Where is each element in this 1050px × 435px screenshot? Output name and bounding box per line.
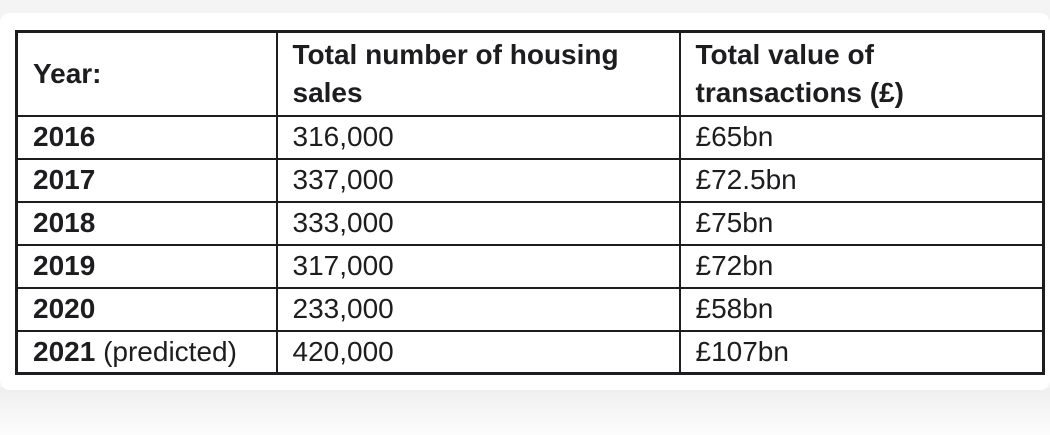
table-row-2016: 2016 316,000 £65bn	[15, 114, 1045, 160]
table-row-2020: 2020 233,000 £58bn	[15, 286, 1045, 332]
value-cell: £75bn	[678, 200, 1045, 246]
value-cell: £65bn	[678, 114, 1045, 160]
table-body: 2016 316,000 £65bn 2017 337,000 £72.5bn …	[15, 114, 1045, 375]
page-bottom-band	[0, 388, 1050, 435]
header-row: Year: Total number of housing sales Tota…	[15, 30, 1045, 117]
value-cell: £72bn	[678, 243, 1045, 289]
year-cell: 2017	[15, 157, 278, 203]
column-header-value: Total value of transactions (£)	[678, 30, 1045, 117]
table-row-2019: 2019 317,000 £72bn	[15, 243, 1045, 289]
sales-cell: 233,000	[275, 286, 681, 332]
sales-cell: 317,000	[275, 243, 681, 289]
table-header: Year: Total number of housing sales Tota…	[15, 30, 1045, 117]
year-cell: 2016	[15, 114, 278, 160]
value-cell: £107bn	[678, 329, 1045, 375]
year-label: 2019	[33, 250, 96, 281]
table-row-2021-predicted: 2021 (predicted) 420,000 £107bn	[15, 329, 1045, 375]
sales-cell: 337,000	[275, 157, 681, 203]
value-cell: £58bn	[678, 286, 1045, 332]
year-cell: 2020	[15, 286, 278, 332]
sales-cell: 420,000	[275, 329, 681, 375]
year-label: 2021	[33, 335, 96, 367]
year-cell: 2021 (predicted)	[15, 329, 278, 375]
sales-cell: 316,000	[275, 114, 681, 160]
year-cell: 2019	[15, 243, 278, 289]
column-header-sales-label: Total number of housing sales	[292, 38, 619, 108]
housing-sales-table: Year: Total number of housing sales Tota…	[15, 30, 1045, 375]
value-cell: £72.5bn	[678, 157, 1045, 203]
column-header-sales: Total number of housing sales	[275, 30, 681, 117]
year-cell: 2018	[15, 200, 278, 246]
year-label: 2018	[33, 207, 96, 238]
year-label: 2020	[33, 293, 96, 324]
year-note: (predicted)	[95, 335, 237, 367]
year-label: 2017	[33, 164, 96, 195]
column-header-value-label: Total value of transactions (£)	[695, 38, 905, 108]
sales-cell: 333,000	[275, 200, 681, 246]
column-header-year: Year:	[15, 30, 278, 117]
year-label: 2016	[33, 121, 96, 152]
content-card: Year: Total number of housing sales Tota…	[0, 13, 1050, 390]
column-header-year-label: Year:	[33, 57, 102, 89]
table-row-2018: 2018 333,000 £75bn	[15, 200, 1045, 246]
table-row-2017: 2017 337,000 £72.5bn	[15, 157, 1045, 203]
